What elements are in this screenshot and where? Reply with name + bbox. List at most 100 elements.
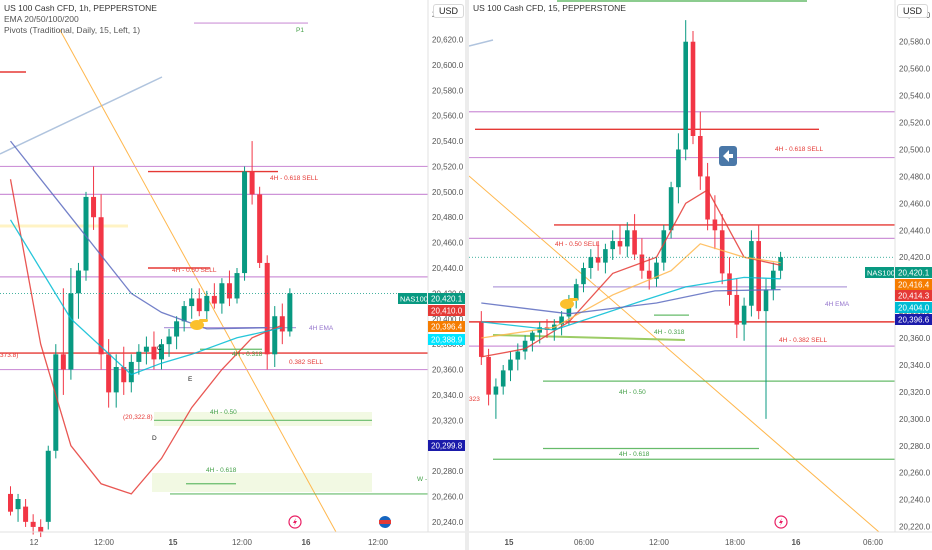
candle[interactable] — [121, 367, 127, 383]
candle[interactable] — [181, 306, 187, 322]
candle[interactable] — [151, 346, 157, 360]
candle[interactable] — [749, 241, 754, 306]
candle[interactable] — [226, 283, 232, 299]
candle[interactable] — [676, 149, 681, 188]
candle[interactable] — [763, 289, 769, 312]
candle[interactable] — [98, 217, 104, 355]
candle[interactable] — [257, 194, 263, 263]
candle[interactable] — [15, 499, 21, 510]
trend-line[interactable] — [469, 39, 494, 47]
candle[interactable] — [219, 283, 225, 304]
candle[interactable] — [778, 257, 783, 271]
candle[interactable] — [249, 171, 255, 195]
candle[interactable] — [23, 506, 29, 522]
chart-canvas-1h[interactable]: P1 4H - 0.618 SELL 4H - 0.50 SELL 4H EMA 4H … — [0, 0, 465, 550]
candle[interactable] — [668, 187, 674, 231]
trend-line[interactable] — [469, 175, 880, 533]
candle[interactable] — [625, 230, 630, 247]
candle[interactable] — [83, 196, 89, 271]
candle[interactable] — [522, 340, 528, 352]
candle[interactable] — [196, 298, 202, 312]
candle[interactable] — [508, 359, 513, 371]
price-axis-bg[interactable] — [428, 0, 465, 550]
candle[interactable] — [698, 136, 703, 177]
candle[interactable] — [756, 241, 761, 312]
candle[interactable] — [741, 305, 747, 325]
candle[interactable] — [45, 450, 51, 522]
currency-button-1h[interactable]: USD — [433, 4, 465, 18]
candle[interactable] — [38, 526, 44, 532]
chart-canvas-15m[interactable]: 4H - 0.618 SELL 4H - 0.50 SELL 4H EMA 4H - … — [469, 0, 932, 550]
candle[interactable] — [60, 354, 66, 370]
candle[interactable] — [204, 295, 210, 312]
candle[interactable] — [734, 294, 740, 325]
candle[interactable] — [581, 268, 586, 285]
ema-line[interactable] — [9, 179, 283, 495]
panel-divider[interactable] — [465, 0, 469, 550]
candle[interactable] — [712, 219, 718, 231]
lightning-icon[interactable] — [774, 515, 788, 529]
currency-button-15m[interactable]: USD — [897, 4, 929, 18]
candle[interactable] — [279, 316, 285, 332]
symbol-tag[interactable]: NAS100 — [865, 267, 895, 278]
candle[interactable] — [683, 41, 688, 150]
candle[interactable] — [559, 316, 564, 325]
candle[interactable] — [727, 273, 732, 295]
candle[interactable] — [610, 241, 615, 250]
candle[interactable] — [189, 298, 195, 307]
plot-area[interactable] — [469, 0, 895, 532]
ema-line[interactable] — [9, 219, 283, 376]
ema-line[interactable] — [481, 276, 781, 331]
chart-panel-1h[interactable]: P1 4H - 0.618 SELL 4H - 0.50 SELL 4H EMA 4H … — [0, 0, 465, 550]
ema-line[interactable] — [481, 288, 781, 315]
candle[interactable] — [113, 367, 119, 393]
candle[interactable] — [705, 176, 710, 220]
candle[interactable] — [719, 230, 725, 274]
candle[interactable] — [264, 262, 270, 355]
candle[interactable] — [91, 196, 97, 218]
candle[interactable] — [646, 270, 652, 279]
candle[interactable] — [128, 361, 134, 383]
trend-line[interactable] — [59, 29, 337, 533]
candle[interactable] — [242, 171, 248, 274]
candle[interactable] — [211, 295, 217, 304]
candle[interactable] — [30, 521, 36, 527]
candle[interactable] — [53, 354, 59, 451]
candle[interactable] — [272, 316, 278, 355]
chart-panel-15m[interactable]: 4H - 0.618 SELL 4H - 0.50 SELL 4H EMA 4H - … — [469, 0, 932, 550]
candle[interactable] — [661, 230, 667, 263]
ema-line[interactable] — [9, 140, 268, 330]
candle[interactable] — [654, 262, 659, 279]
price-axis[interactable]: 20,640.020,620.020,600.020,580.020,560.0… — [427, 0, 465, 550]
candle[interactable] — [632, 230, 637, 255]
flag-icon[interactable] — [379, 516, 391, 528]
candle[interactable] — [573, 284, 579, 301]
candle[interactable] — [166, 336, 172, 345]
candle[interactable] — [588, 257, 594, 268]
candle[interactable] — [143, 346, 149, 352]
candle[interactable] — [603, 249, 608, 263]
candle[interactable] — [486, 356, 491, 395]
symbol-tag[interactable]: NAS100 — [398, 293, 428, 304]
candle[interactable] — [690, 41, 696, 136]
indicator-pivots-1h[interactable]: Pivots (Traditional, Daily, 15, Left, 1) — [4, 25, 141, 35]
candle[interactable] — [530, 332, 535, 341]
symbol-title-15m[interactable]: US 100 Cash CFD, 15, PEPPERSTONE — [473, 3, 626, 13]
symbol-title-1h[interactable]: US 100 Cash CFD, 1h, PEPPERSTONE — [4, 3, 157, 13]
ema-line[interactable] — [481, 243, 781, 339]
ema-line[interactable] — [481, 188, 781, 358]
candle[interactable] — [493, 386, 499, 395]
indicator-ema-1h[interactable]: EMA 20/50/100/200 — [4, 14, 79, 24]
candle[interactable] — [515, 351, 521, 360]
candle[interactable] — [479, 321, 484, 357]
candle[interactable] — [617, 241, 623, 247]
candle[interactable] — [500, 370, 506, 387]
candle[interactable] — [136, 351, 142, 362]
arrow-left-icon[interactable] — [719, 146, 737, 166]
candle[interactable] — [234, 273, 240, 299]
candle[interactable] — [287, 293, 293, 332]
candle[interactable] — [771, 270, 776, 290]
candle[interactable] — [595, 257, 601, 263]
trend-line[interactable] — [0, 76, 163, 155]
candle[interactable] — [174, 321, 180, 337]
